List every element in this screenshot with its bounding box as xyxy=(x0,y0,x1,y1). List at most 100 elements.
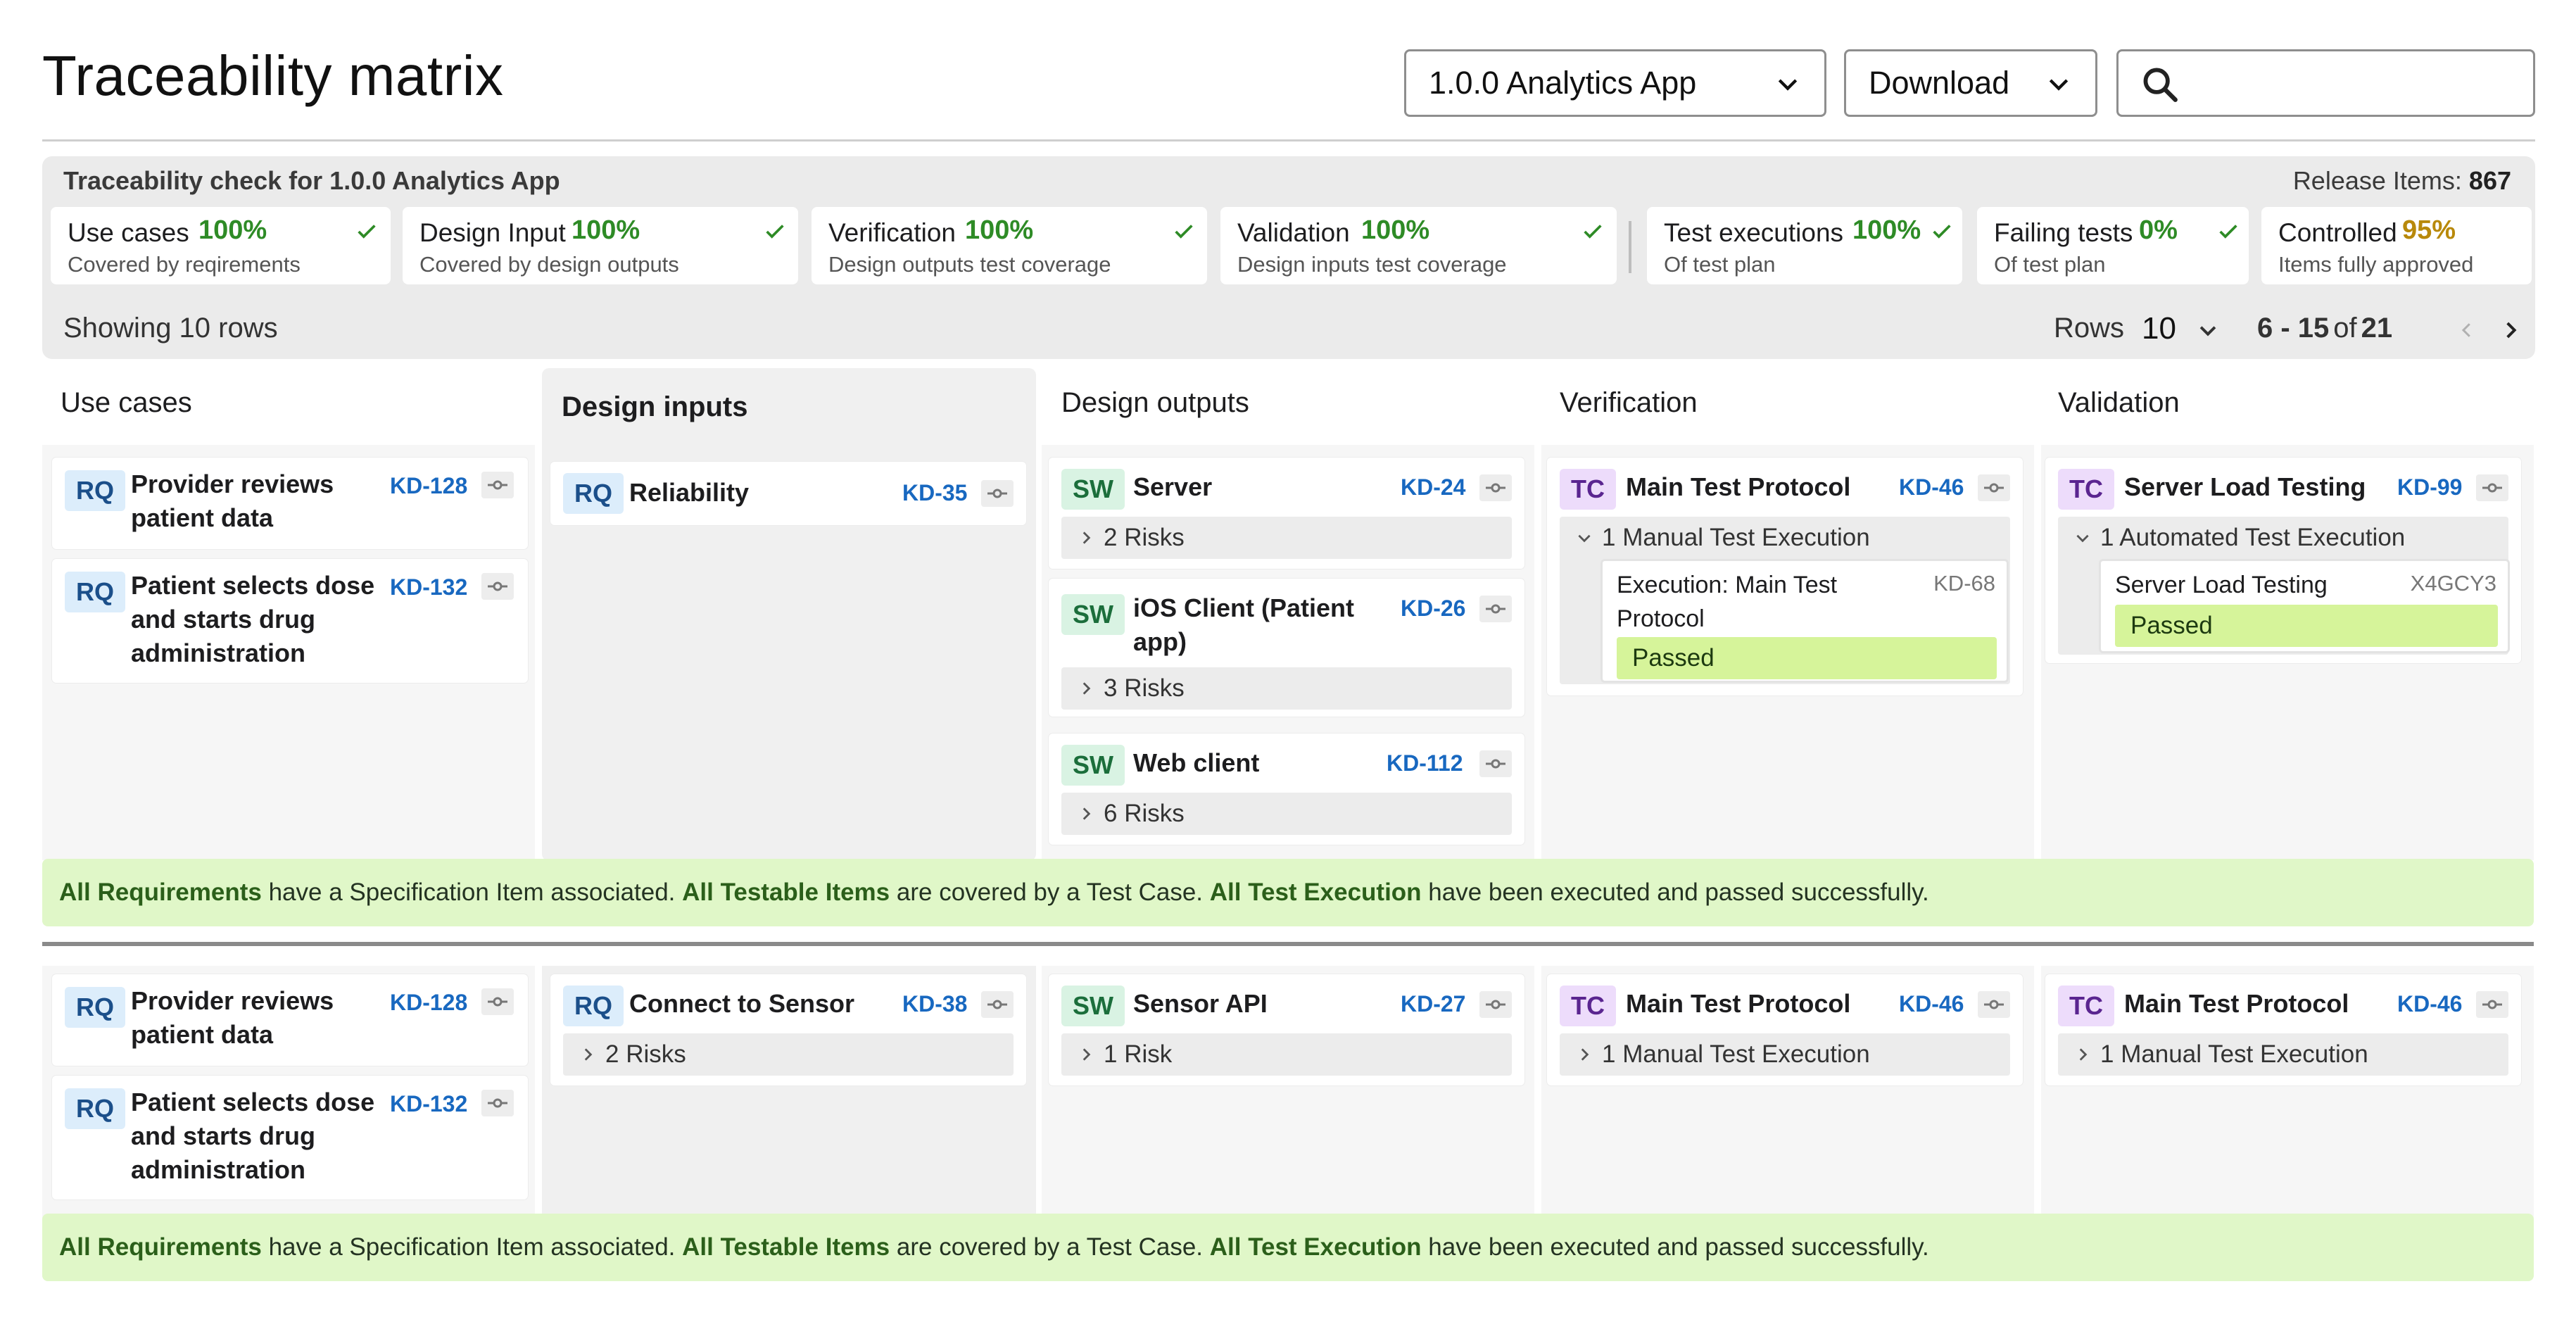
link-icon xyxy=(488,480,507,490)
release-select[interactable]: 1.0.0 Analytics App xyxy=(1404,49,1826,117)
use-case-card[interactable]: RQ Patient selects dose and starts drug ad… xyxy=(52,1076,528,1200)
trace-link-button[interactable] xyxy=(1479,750,1512,777)
design-output-card[interactable]: SW iOS Client (Patient app) KD-26 3 Risks xyxy=(1049,579,1524,717)
search-input[interactable] xyxy=(2116,49,2535,117)
tc-tag: TC xyxy=(1560,986,1616,1026)
chevron-left-icon[interactable] xyxy=(2456,320,2477,341)
download-select[interactable]: Download xyxy=(1844,49,2097,117)
trace-link-button[interactable] xyxy=(2476,474,2508,501)
trace-link-button[interactable] xyxy=(1479,991,1512,1018)
trace-link-button[interactable] xyxy=(481,472,514,498)
design-output-card[interactable]: SW Web client KD-112 6 Risks xyxy=(1049,734,1524,845)
chevron-down-icon[interactable] xyxy=(2196,318,2220,342)
range-of: of xyxy=(2333,313,2357,344)
executions-expander[interactable]: 1 Manual Test Execution xyxy=(2058,1033,2508,1076)
metric-failing-tests: Failing tests 0% Of test plan xyxy=(1977,207,2249,284)
item-id-link[interactable]: KD-35 xyxy=(902,480,968,505)
design-output-title: iOS Client (Patient app) xyxy=(1133,593,1355,656)
trace-link-button[interactable] xyxy=(981,991,1014,1018)
risks-expander[interactable]: 2 Risks xyxy=(1061,517,1512,559)
page-range: 6 - 15 of 21 xyxy=(2257,313,2392,344)
use-case-card[interactable]: RQ Provider reviews patient data KD-128 xyxy=(52,458,528,549)
chevron-right-icon xyxy=(584,1048,593,1061)
column-header-use-cases[interactable]: Use cases xyxy=(61,387,192,418)
metric-label: Controlled xyxy=(2278,218,2397,247)
chevron-down-icon xyxy=(1578,534,1591,543)
trace-link-button[interactable] xyxy=(1479,596,1512,622)
rq-tag: RQ xyxy=(65,1088,125,1129)
column-header-design-outputs[interactable]: Design outputs xyxy=(1061,387,1249,418)
check-icon xyxy=(1933,225,1951,239)
execution-card[interactable]: Execution: Main Test Protocol KD-68 Passe… xyxy=(1600,559,2009,683)
item-id-link[interactable]: KD-46 xyxy=(1899,474,1964,500)
item-id-link[interactable]: KD-128 xyxy=(390,473,468,498)
execution-card[interactable]: Server Load Testing X4GCY3 Passed xyxy=(2099,559,2510,653)
column-header-design-inputs[interactable]: Design inputs xyxy=(562,391,748,422)
trace-link-button[interactable] xyxy=(1978,991,2010,1018)
rows-per-page-select[interactable]: 10 xyxy=(2142,311,2176,346)
trace-link-button[interactable] xyxy=(481,988,514,1015)
design-output-title: Server xyxy=(1133,472,1213,501)
validation-card[interactable]: TC Server Load Testing KD-99 1 Automated… xyxy=(2045,458,2521,663)
trace-link-button[interactable] xyxy=(1479,474,1512,501)
link-icon xyxy=(2482,1000,2502,1009)
traceability-status-banner: All Requirements have a Specification It… xyxy=(42,859,2534,926)
trace-link-button[interactable] xyxy=(1978,474,2010,501)
check-icon xyxy=(358,225,376,239)
design-input-card[interactable]: RQ Reliability KD-35 xyxy=(550,462,1026,525)
risks-expander[interactable]: 6 Risks xyxy=(1061,793,1512,835)
item-id-link[interactable]: KD-46 xyxy=(2397,991,2463,1016)
design-output-card[interactable]: SW Sensor API KD-27 1 Risk xyxy=(1049,974,1524,1085)
use-case-card[interactable]: RQ Provider reviews patient data KD-128 xyxy=(52,974,528,1066)
design-output-title: Sensor API xyxy=(1133,989,1268,1018)
rq-tag: RQ xyxy=(65,572,125,612)
check-title: Traceability check for 1.0.0 Analytics A… xyxy=(63,166,560,195)
sw-tag: SW xyxy=(1061,469,1125,510)
item-id-link[interactable]: KD-46 xyxy=(1899,991,1964,1016)
verification-card[interactable]: TC Main Test Protocol KD-46 1 Manual Tes… xyxy=(1547,458,2023,695)
item-id-link[interactable]: KD-132 xyxy=(390,574,468,600)
link-icon xyxy=(1486,483,1505,493)
use-case-title: Provider reviews patient data xyxy=(131,986,334,1049)
risks-expander[interactable]: 3 Risks xyxy=(1061,667,1512,710)
range-start: 6 - 15 xyxy=(2257,313,2330,344)
column-header-verification[interactable]: Verification xyxy=(1560,387,1698,418)
trace-link-button[interactable] xyxy=(481,1090,514,1116)
item-id-link[interactable]: KD-27 xyxy=(1401,991,1466,1016)
design-input-card[interactable]: RQ Connect to Sensor KD-38 2 Risks xyxy=(550,974,1026,1085)
metric-value: 100% xyxy=(1361,215,1430,245)
traceability-status-banner: All Requirements have a Specification It… xyxy=(42,1214,2534,1281)
link-icon xyxy=(488,997,507,1007)
use-case-title: Patient selects dose and starts drug admin… xyxy=(131,571,375,667)
trace-link-button[interactable] xyxy=(2476,991,2508,1018)
item-id-link[interactable]: KD-38 xyxy=(902,991,968,1016)
validation-card[interactable]: TC Main Test Protocol KD-46 1 Manual Tes… xyxy=(2045,974,2521,1085)
design-output-card[interactable]: SW Server KD-24 2 Risks xyxy=(1049,458,1524,569)
tc-tag: TC xyxy=(2058,469,2114,510)
trace-link-button[interactable] xyxy=(981,480,1014,507)
verification-title: Main Test Protocol xyxy=(1626,472,1851,501)
risks-expander[interactable]: 2 Risks xyxy=(563,1033,1014,1076)
item-id-link[interactable]: KD-26 xyxy=(1401,596,1466,621)
item-id-link[interactable]: KD-112 xyxy=(1387,750,1463,776)
group-divider xyxy=(42,942,2534,946)
verification-card[interactable]: TC Main Test Protocol KD-46 1 Manual Tes… xyxy=(1547,974,2023,1085)
chevron-down-icon xyxy=(2049,79,2069,91)
item-id-link[interactable]: KD-128 xyxy=(390,990,468,1015)
executions-expander[interactable]: 1 Manual Test Execution xyxy=(1560,1033,2010,1076)
pagination-bar: Showing 10 rows Rows 10 6 - 15 of 21 xyxy=(42,298,2535,359)
execution-title: Execution: Main Test Protocol xyxy=(1617,572,1838,632)
trace-link-button[interactable] xyxy=(481,573,514,600)
item-id-link[interactable]: KD-132 xyxy=(390,1091,468,1116)
rq-tag: RQ xyxy=(563,473,624,514)
metric-label: Test executions xyxy=(1664,218,1844,247)
item-id-link[interactable]: KD-99 xyxy=(2397,474,2463,500)
use-case-card[interactable]: RQ Patient selects dose and starts drug ad… xyxy=(52,559,528,683)
check-icon xyxy=(2219,225,2237,239)
column-header-validation[interactable]: Validation xyxy=(2058,387,2180,418)
item-id-link[interactable]: KD-24 xyxy=(1401,474,1466,500)
sw-tag: SW xyxy=(1061,594,1125,635)
execution-id: X4GCY3 xyxy=(2410,571,2496,596)
risks-expander[interactable]: 1 Risk xyxy=(1061,1033,1512,1076)
chevron-right-icon[interactable] xyxy=(2499,318,2523,342)
